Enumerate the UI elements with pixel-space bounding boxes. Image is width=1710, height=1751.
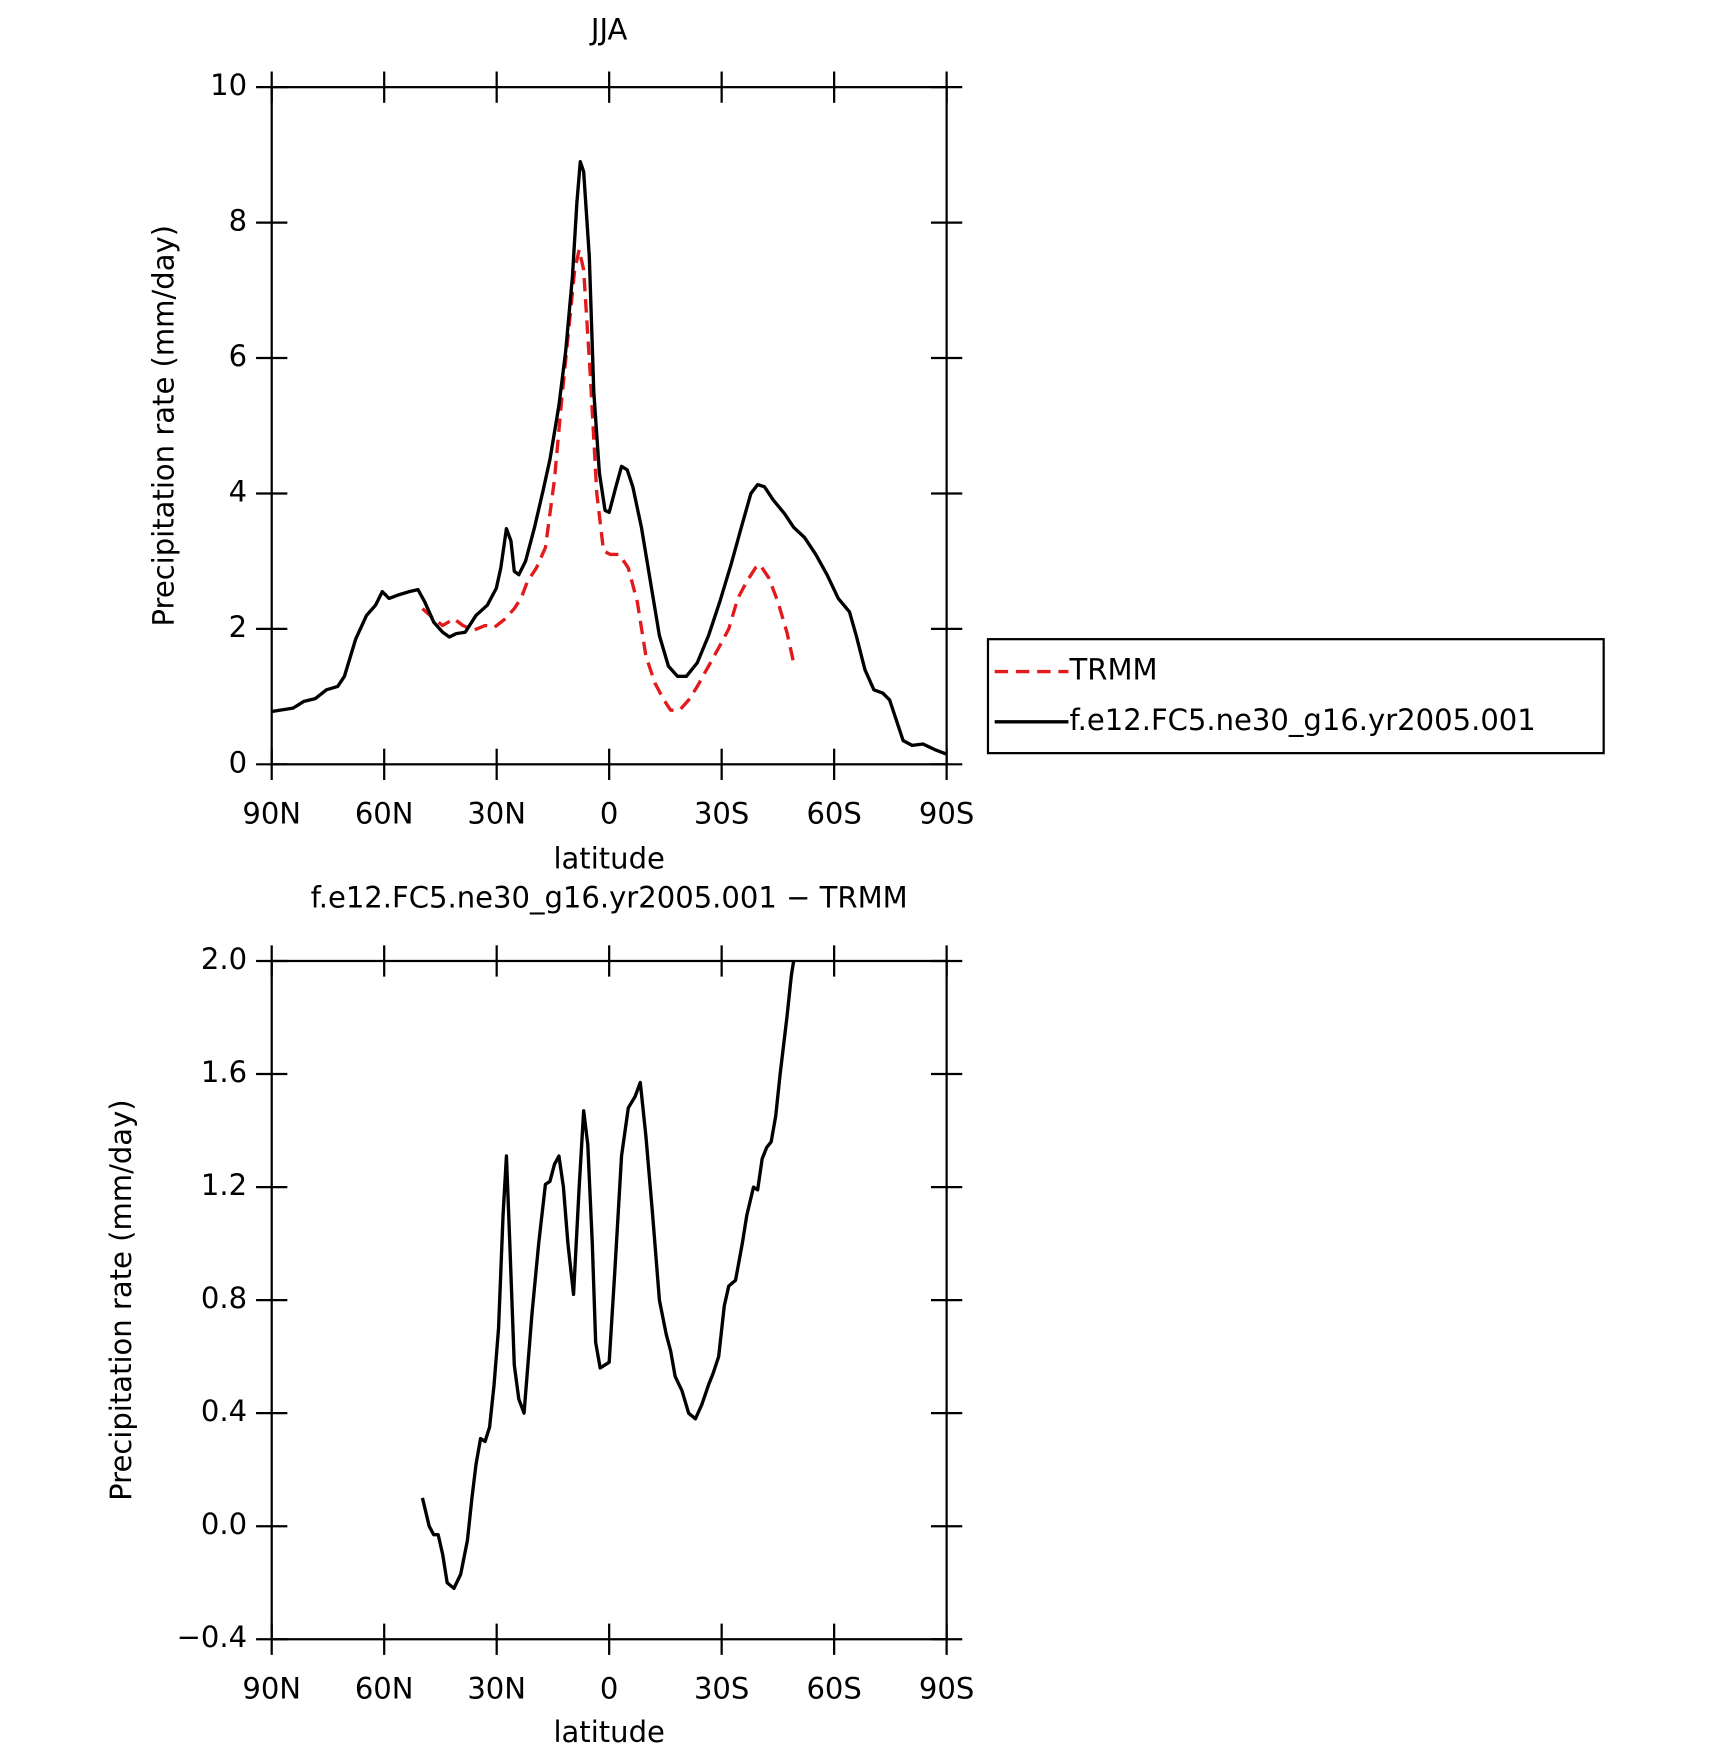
x-tick-label: 30N [467,1672,526,1706]
y-tick-label: 2.0 [201,942,247,976]
plot-frame [270,959,948,1641]
y-tick-label: −0.4 [177,1620,248,1654]
data-line [421,248,796,712]
legend-label: TRMM [1069,653,1158,687]
chart-title: JJA [589,12,628,46]
data-line [271,159,948,756]
y-axis-label: Precipitation rate (mm/day) [147,225,181,626]
y-tick-label: 0.4 [201,1394,247,1428]
x-tick-label: 30S [694,797,749,831]
x-tick-label: 90N [242,797,301,831]
y-tick-label: 0 [229,745,247,779]
chart-title: f.e12.FC5.ne30_g16.yr2005.001 − TRMM [311,881,908,915]
y-tick-label: 6 [229,339,247,373]
x-tick-label: 60N [355,797,414,831]
x-tick-label: 30S [694,1672,749,1706]
x-axis-label: latitude [553,1715,664,1749]
x-tick-label: 0 [600,1672,618,1706]
x-axis-label: latitude [553,841,664,875]
legend-label: f.e12.FC5.ne30_g16.yr2005.001 [1070,703,1536,737]
x-tick-label: 90N [242,1672,301,1706]
y-tick-label: 10 [210,68,247,102]
x-tick-label: 60S [806,797,861,831]
y-tick-label: 1.6 [201,1055,247,1089]
y-tick-label: 0.8 [201,1281,247,1315]
x-tick-label: 90S [919,1672,974,1706]
y-tick-label: 0.0 [201,1507,247,1541]
x-tick-label: 60N [355,1672,414,1706]
x-tick-label: 0 [600,797,618,831]
plot-frame [270,86,948,766]
x-tick-label: 30N [467,797,526,831]
y-tick-label: 2 [229,610,247,644]
y-tick-label: 1.2 [201,1168,247,1202]
y-tick-label: 8 [229,204,247,238]
x-tick-label: 90S [919,797,974,831]
x-tick-label: 60S [806,1672,861,1706]
y-axis-label: Precipitation rate (mm/day) [104,1099,138,1501]
data-line [420,960,796,1591]
legend-box [986,638,1605,755]
y-tick-label: 4 [229,474,247,508]
